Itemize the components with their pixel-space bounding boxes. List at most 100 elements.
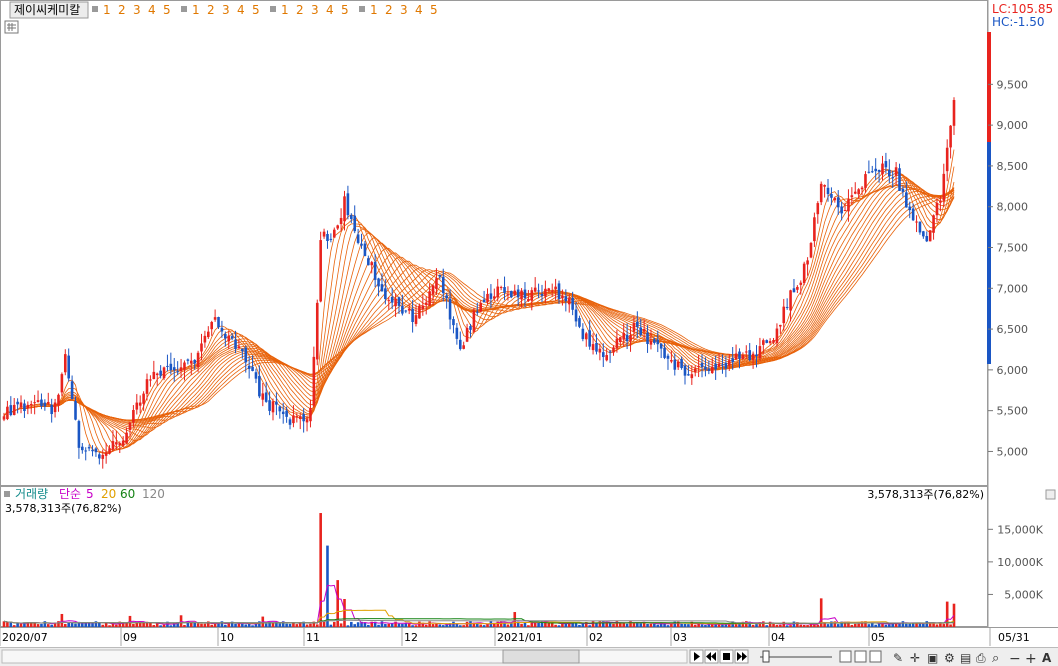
indicator-2-3[interactable]: 3 [222, 3, 230, 17]
volume-bar [530, 621, 534, 627]
save-icon[interactable]: ▤ [960, 651, 971, 665]
play-forward-icon[interactable] [689, 649, 704, 664]
ma-label[interactable]: 단순 [59, 487, 81, 501]
indicator-3-5[interactable]: 5 [341, 3, 349, 17]
zoom-in-icon[interactable]: + [1025, 651, 1037, 666]
ma120-label[interactable]: 120 [142, 487, 165, 501]
ma60-label[interactable]: 60 [120, 487, 135, 501]
compare-icon[interactable] [854, 650, 867, 663]
indicator-3-3[interactable]: 3 [311, 3, 319, 17]
candle-body [475, 311, 479, 313]
candle-body [744, 351, 748, 353]
volume-panel-close-icon[interactable] [1045, 489, 1056, 500]
volume-bar [380, 621, 384, 627]
toolbar-icons[interactable]: ✎ ✛ ▣ ⚙ ▤ ⎙ ⌕ − + A [839, 650, 1052, 666]
candle-body [809, 242, 813, 258]
x-tick-label: 05 [871, 631, 885, 644]
volume-bar [537, 621, 540, 627]
indicator-3-1[interactable]: 1 [281, 3, 289, 17]
volume-bar [309, 623, 312, 627]
indicator-4-2[interactable]: 2 [385, 3, 393, 17]
indicator-2-4[interactable]: 4 [237, 3, 245, 17]
volume-bar [670, 623, 673, 627]
indicator-group-1-icon[interactable] [92, 6, 98, 12]
volume-bar [847, 621, 850, 627]
image-icon[interactable]: ▣ [927, 651, 938, 665]
indicator-4-3[interactable]: 3 [400, 3, 408, 17]
volume-bar [496, 621, 500, 627]
volume-bar [63, 623, 67, 627]
candle-body [353, 215, 357, 232]
candle-body [77, 421, 81, 448]
price-panel[interactable] [0, 0, 988, 486]
indicator-group-4-icon[interactable] [359, 6, 365, 12]
crosshair-icon[interactable]: ✛ [910, 651, 920, 665]
candle-body [70, 381, 74, 400]
ma20-label[interactable]: 20 [101, 487, 116, 501]
candle-body [305, 419, 309, 423]
font-size-icon[interactable]: A [1042, 651, 1052, 665]
candle-body [755, 354, 758, 357]
volume-bar [550, 621, 554, 627]
volume-title[interactable]: 거래량 [15, 487, 48, 501]
candle-body [12, 404, 16, 415]
indicator-group-3-icon[interactable] [270, 6, 276, 12]
volume-bar [155, 623, 159, 627]
candle-body [939, 200, 942, 203]
volume-current-right: 3,578,313주(76,82%) [867, 488, 984, 501]
fast-forward-icon[interactable] [734, 649, 749, 664]
volume-bar [23, 622, 26, 627]
candle-body [36, 400, 40, 403]
indicator-3-4[interactable]: 4 [326, 3, 334, 17]
candle-body [520, 290, 523, 300]
indicator-2-5[interactable]: 5 [252, 3, 260, 17]
draw-tool-icon[interactable]: ✎ [893, 651, 903, 665]
volume-bar [319, 513, 322, 627]
volume-bar [636, 622, 639, 627]
indicator-1-2[interactable]: 2 [118, 3, 126, 17]
candle-body [193, 359, 196, 364]
print-icon[interactable]: ⎙ [976, 651, 986, 665]
indicator-4-5[interactable]: 5 [430, 3, 438, 17]
volume-bar [639, 623, 643, 627]
price-tick-label: 6,000 [997, 364, 1029, 377]
indicator-1-4[interactable]: 4 [148, 3, 156, 17]
zoom-out-icon[interactable]: − [1009, 651, 1021, 666]
indicator-1-3[interactable]: 3 [133, 3, 141, 17]
indicator-1-5[interactable]: 5 [163, 3, 171, 17]
volume-bar [26, 622, 30, 627]
candle-body [217, 317, 220, 328]
search-icon[interactable]: ⌕ [992, 651, 999, 666]
layout-icon[interactable] [869, 650, 882, 663]
ma5-label[interactable]: 5 [86, 487, 94, 501]
volume-panel[interactable] [0, 486, 988, 627]
volume-bar [486, 623, 489, 627]
settings-icon[interactable]: ⚙ [944, 651, 955, 665]
indicator-4-4[interactable]: 4 [415, 3, 423, 17]
ma-ribbon-line [3, 187, 955, 425]
stop-icon[interactable] [719, 649, 734, 664]
grid-toggle-icon[interactable] [7, 23, 16, 31]
volume-bar [445, 624, 448, 627]
zoom-slider[interactable] [760, 650, 832, 663]
indicator-2-2[interactable]: 2 [207, 3, 215, 17]
scrollbar[interactable] [1, 649, 688, 664]
candle-body [445, 295, 448, 299]
volume-bar [353, 624, 357, 627]
x-tick-label: 04 [771, 631, 785, 644]
scroll-thumb[interactable] [502, 649, 580, 664]
candle-body [918, 221, 922, 233]
indicator-group-2-icon[interactable] [181, 6, 187, 12]
indicator-4-1[interactable]: 1 [370, 3, 378, 17]
indicator-3-2[interactable]: 2 [296, 3, 304, 17]
window-tile-icon[interactable] [839, 650, 852, 663]
candle-body [676, 361, 680, 368]
stock-name[interactable]: 제이씨케미칼 [14, 3, 80, 17]
candle-body [121, 440, 125, 446]
rewind-icon[interactable] [704, 649, 719, 664]
indicator-1-1[interactable]: 1 [103, 3, 111, 17]
indicator-2-1[interactable]: 1 [192, 3, 200, 17]
candle-body [915, 221, 918, 223]
